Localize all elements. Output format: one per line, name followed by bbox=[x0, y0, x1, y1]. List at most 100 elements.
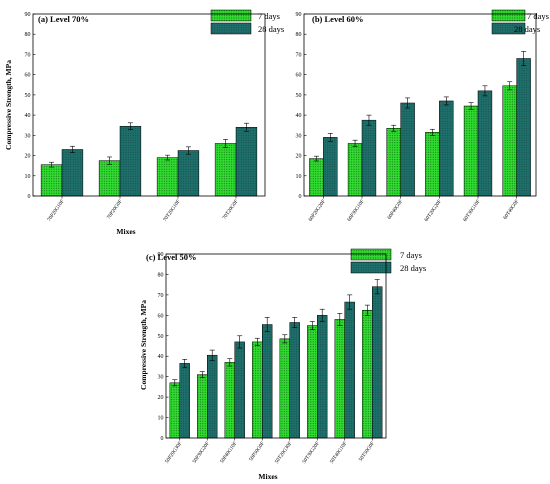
bar-7-days bbox=[252, 341, 263, 439]
x-tick-label: 70T20G0F bbox=[222, 199, 240, 221]
y-tick-label: 40 bbox=[25, 113, 31, 119]
error-bar bbox=[264, 317, 270, 332]
chart-panel-b: (b) Level 60% 0 10 20 30 40 50 60 70 80 90 60P20G… bbox=[296, 9, 549, 223]
bar-28-days bbox=[317, 315, 328, 439]
legend-label-7-days: 7 days bbox=[400, 250, 422, 260]
bar-28-days bbox=[262, 324, 273, 439]
error-bar bbox=[182, 358, 188, 368]
y-tick-label: 30 bbox=[25, 133, 31, 139]
bar-7-days bbox=[224, 362, 236, 439]
error-bar bbox=[327, 133, 333, 142]
y-tick-label: 10 bbox=[158, 416, 164, 422]
bar-7-days bbox=[334, 319, 346, 439]
bar-7-days bbox=[309, 158, 324, 197]
bar-7-days bbox=[362, 309, 373, 439]
error-bar bbox=[507, 81, 513, 91]
error-bar bbox=[199, 371, 205, 378]
x-axis: 50P20G30F 50P30G20F 50P40G10F 50P50G0F 50T20… bbox=[164, 438, 376, 465]
plot-frame bbox=[165, 253, 387, 439]
y-tick-label: 60 bbox=[296, 73, 302, 79]
chart-title: (a) Level 70% bbox=[38, 14, 89, 24]
error-bar bbox=[374, 279, 380, 295]
error-bar bbox=[352, 139, 358, 147]
x-tick-label: 60P30G10F bbox=[346, 199, 365, 223]
x-tick-label: 50P40G10F bbox=[219, 441, 238, 465]
legend-label-7-days: 7 days bbox=[527, 11, 549, 21]
x-tick-label: 50T40G10F bbox=[329, 441, 349, 465]
error-bar bbox=[309, 321, 315, 330]
bar-28-days bbox=[439, 100, 454, 197]
y-tick-label: 60 bbox=[25, 73, 31, 79]
bar-28-days bbox=[516, 58, 531, 197]
y-axis-label: Compressive Strength, MPa bbox=[4, 60, 13, 150]
error-bar bbox=[185, 146, 191, 155]
y-axis: 0 10 20 30 40 50 60 70 80 90 bbox=[296, 12, 307, 200]
error-bar bbox=[69, 145, 75, 154]
y-tick-label: 90 bbox=[296, 12, 302, 18]
bar-28-days bbox=[323, 137, 338, 197]
legend-swatch-7-days bbox=[210, 9, 252, 22]
y-tick-label: 10 bbox=[296, 174, 302, 180]
x-tick-label: 60P20G20F bbox=[308, 199, 327, 223]
chart-title: (b) Level 60% bbox=[312, 14, 363, 24]
error-bar bbox=[49, 161, 55, 168]
y-tick-label: 20 bbox=[158, 395, 164, 401]
y-tick-label: 70 bbox=[25, 52, 31, 58]
y-axis-label: Compressive Strength, MPa bbox=[139, 300, 148, 390]
error-bar bbox=[443, 96, 449, 106]
error-bar bbox=[347, 294, 353, 310]
error-bar bbox=[165, 154, 171, 161]
bar-28-days bbox=[177, 150, 200, 197]
bar-28-days bbox=[235, 126, 258, 197]
y-tick-label: 20 bbox=[25, 154, 31, 160]
bar-7-days bbox=[386, 128, 401, 197]
x-axis: 60P20G20F 60P30G10F 60P40G0F 60T20G20F 60T30… bbox=[308, 196, 520, 223]
x-axis: 70P20G10F 70P20G0F 70T20G10F 70T20G0F bbox=[46, 196, 240, 223]
bar-7-days bbox=[502, 85, 517, 197]
legend-label-28-days: 28 days bbox=[258, 24, 284, 34]
bar-7-days bbox=[279, 338, 291, 439]
plot-frame bbox=[32, 13, 266, 197]
bar-7-days bbox=[347, 143, 363, 197]
bar-7-days bbox=[98, 160, 121, 197]
error-bar bbox=[292, 317, 298, 328]
error-bar bbox=[227, 358, 233, 367]
bar-28-days bbox=[289, 322, 300, 439]
y-tick-label: 80 bbox=[296, 32, 302, 38]
error-bar bbox=[429, 128, 435, 136]
x-tick-label: 50T20G30F bbox=[274, 441, 294, 465]
y-tick-label: 40 bbox=[158, 354, 164, 360]
bar-28-days bbox=[207, 354, 218, 439]
x-tick-label: 60T40G0F bbox=[502, 199, 520, 221]
error-bar bbox=[223, 139, 229, 148]
error-bar bbox=[482, 85, 488, 97]
error-bar bbox=[366, 114, 372, 126]
y-tick-label: 0 bbox=[161, 436, 164, 442]
plot-frame bbox=[303, 13, 537, 197]
legend-label-7-days: 7 days bbox=[258, 11, 280, 21]
x-tick-label: 60P40G0F bbox=[386, 199, 404, 221]
bar-28-days bbox=[234, 341, 245, 439]
y-tick-label: 70 bbox=[296, 52, 302, 58]
y-axis: 0 10 20 30 40 50 60 70 80 90 bbox=[158, 252, 169, 442]
legend: 7 days 28 days bbox=[491, 9, 549, 35]
error-bar bbox=[172, 379, 178, 387]
error-bar bbox=[282, 334, 288, 344]
bar-7-days bbox=[307, 325, 318, 439]
bars bbox=[309, 51, 531, 197]
error-bar bbox=[254, 337, 260, 346]
y-tick-label: 0 bbox=[28, 194, 31, 200]
error-bar bbox=[337, 312, 343, 326]
legend-swatch-28-days bbox=[491, 22, 526, 35]
y-axis: 0 10 20 30 40 50 60 70 80 90 bbox=[25, 12, 36, 200]
y-tick-label: 30 bbox=[158, 375, 164, 381]
error-bar bbox=[391, 124, 397, 132]
error-bar bbox=[237, 335, 243, 349]
error-bar bbox=[313, 155, 319, 162]
x-tick-label: 50T30G20F bbox=[301, 441, 321, 465]
chart-title: (c) Level 50% bbox=[146, 252, 197, 262]
bar-28-days bbox=[119, 125, 142, 197]
error-bar bbox=[209, 349, 215, 361]
chart-panel-c: (c) Level 50% Mixes Compressive Strength… bbox=[139, 248, 426, 481]
